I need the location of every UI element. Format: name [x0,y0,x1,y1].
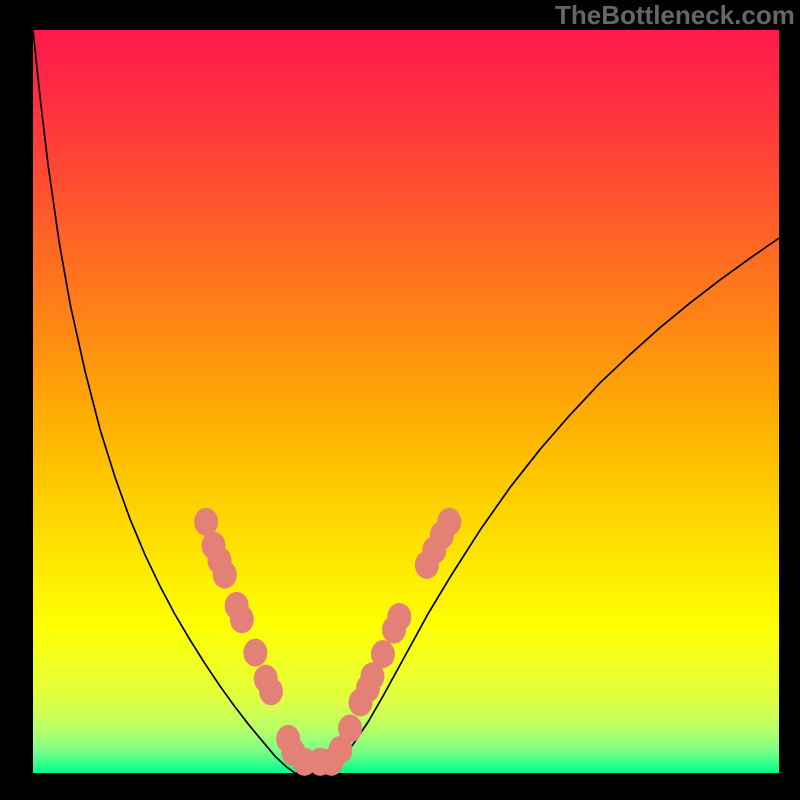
data-marker [243,639,267,667]
data-marker [338,714,362,742]
data-marker [387,603,411,631]
data-marker [213,561,237,589]
data-marker [437,508,461,536]
watermark-text: TheBottleneck.com [555,0,795,31]
data-marker [194,508,218,536]
chart-svg [0,0,800,800]
data-marker [259,677,283,705]
plot-background [33,30,779,773]
data-marker [371,640,395,668]
bottleneck-chart: TheBottleneck.com [0,0,800,800]
data-marker [230,605,254,633]
